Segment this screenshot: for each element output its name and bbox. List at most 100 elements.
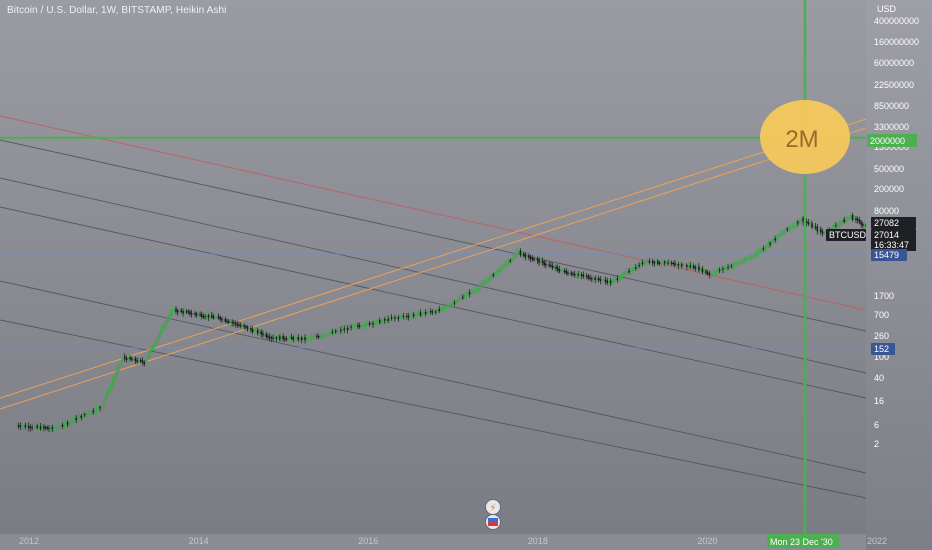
candle (56, 426, 59, 429)
candle (238, 324, 240, 326)
time-axis[interactable]: 2012201420162018202020222024202620282030… (0, 534, 932, 550)
candle (475, 289, 478, 291)
candle (216, 316, 218, 318)
candle (762, 248, 765, 250)
candle (809, 223, 812, 225)
candle (550, 265, 552, 267)
candle (629, 270, 632, 273)
candle (412, 314, 415, 317)
candle (551, 265, 554, 269)
candle (516, 252, 518, 257)
candle (31, 426, 33, 429)
candle (171, 309, 174, 313)
countdown-tag: 16:33:47 (874, 240, 909, 250)
candle (292, 337, 295, 340)
candle (382, 319, 384, 322)
candle (663, 261, 666, 264)
candle (754, 254, 756, 257)
candle (448, 305, 451, 307)
candle (300, 337, 303, 341)
candle (546, 264, 549, 266)
candle (548, 264, 551, 267)
candle (125, 357, 128, 361)
candle (185, 311, 188, 313)
candle (570, 272, 573, 275)
candle (460, 296, 462, 299)
candle (80, 415, 83, 418)
candle (77, 416, 79, 421)
candle (836, 224, 839, 227)
candle (367, 322, 369, 324)
candle (739, 261, 741, 264)
trend-line-red (0, 115, 867, 311)
candle (61, 424, 64, 427)
candle (653, 262, 656, 264)
candle (788, 227, 790, 230)
candle (160, 329, 162, 335)
price-axis[interactable]: USD 400000000 160000000 60000000 22500000 850… (866, 0, 932, 550)
candle (341, 328, 344, 332)
candle (662, 261, 664, 264)
candle (285, 338, 288, 340)
candle (101, 407, 103, 409)
candle (58, 424, 60, 428)
candle (858, 219, 861, 223)
candle (392, 317, 395, 319)
candle (555, 266, 557, 269)
candle (222, 318, 225, 321)
candle (194, 313, 196, 315)
candle (380, 320, 383, 323)
time-tick-label: 2018 (528, 536, 548, 546)
candle (669, 262, 671, 264)
candle (355, 324, 357, 327)
candle (131, 358, 133, 361)
candle (404, 315, 406, 318)
candle (658, 262, 661, 264)
candle (732, 264, 734, 267)
candle (73, 417, 76, 421)
candle (155, 341, 157, 346)
candle (718, 269, 721, 271)
candle (774, 238, 776, 241)
candle (674, 263, 676, 266)
candle (631, 269, 634, 272)
candle (353, 325, 356, 327)
candle (239, 324, 242, 327)
candle (99, 407, 101, 409)
candle (19, 425, 22, 428)
candle (21, 425, 23, 428)
candle (207, 315, 210, 318)
price-tick-label: 400000000 (874, 16, 919, 26)
date-tag-bg (767, 534, 839, 548)
candle (737, 262, 739, 264)
candle (811, 223, 813, 228)
candle (385, 318, 388, 321)
candle (141, 360, 144, 363)
candle (851, 215, 854, 220)
candle (691, 265, 693, 268)
candle (336, 330, 339, 333)
candle (173, 308, 176, 311)
candle (263, 334, 266, 336)
candle (730, 265, 733, 267)
candle (63, 424, 66, 427)
candle (424, 311, 427, 314)
candle (692, 265, 695, 269)
candle (324, 334, 327, 336)
currency-label: USD (877, 4, 897, 14)
candle (482, 282, 484, 285)
candle (277, 336, 279, 340)
candle (684, 264, 686, 267)
candle (363, 324, 366, 327)
candle (115, 371, 117, 378)
candle (776, 235, 778, 241)
candle (245, 326, 247, 328)
candle (95, 407, 98, 412)
candle (594, 277, 597, 281)
candle (492, 274, 495, 277)
candle (797, 221, 799, 224)
candle (262, 333, 264, 336)
candle (502, 265, 505, 268)
candle (791, 225, 794, 229)
